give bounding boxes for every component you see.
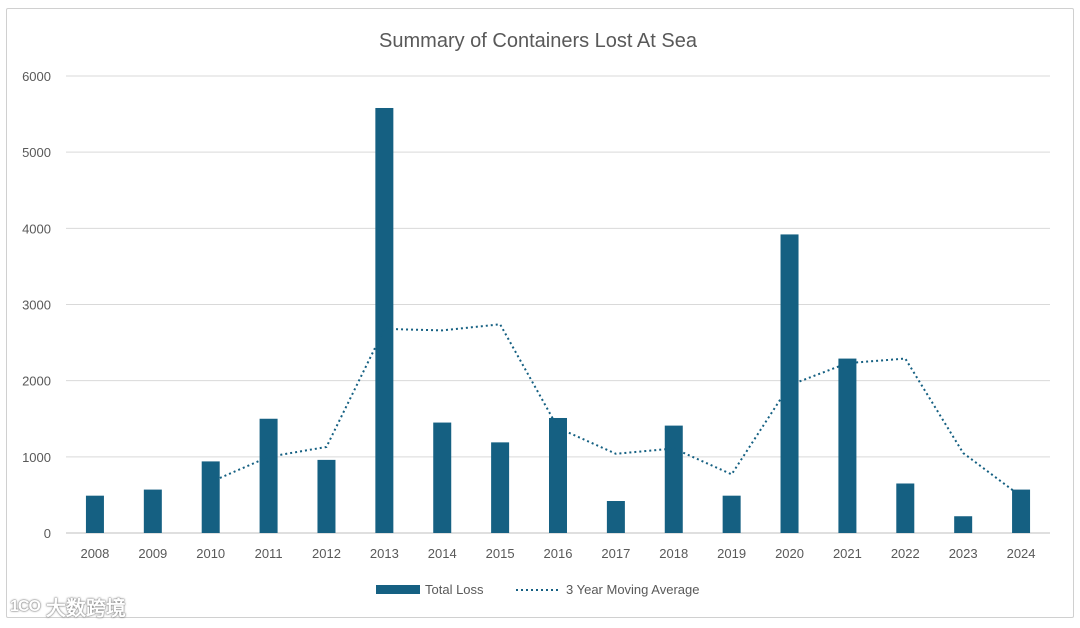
bar	[722, 495, 741, 533]
x-tick-label: 2023	[949, 546, 978, 561]
x-tick-label: 2022	[891, 546, 920, 561]
bar	[838, 358, 857, 533]
bar	[896, 483, 915, 533]
chart-title: Summary of Containers Lost At Sea	[379, 30, 698, 52]
y-tick-label: 4000	[22, 221, 51, 236]
y-tick-label: 1000	[22, 450, 51, 465]
x-tick-label: 2020	[775, 546, 804, 561]
bar	[317, 459, 336, 533]
legend-label-total-loss: Total Loss	[425, 582, 484, 597]
bar	[201, 461, 220, 533]
x-tick-label: 2024	[1007, 546, 1036, 561]
y-tick-label: 5000	[22, 145, 51, 160]
chart-frame	[6, 8, 1074, 618]
watermark-logo-icon: 1CO	[10, 597, 41, 615]
bar	[549, 417, 567, 533]
bar	[491, 442, 510, 533]
x-tick-label: 2012	[312, 546, 341, 561]
x-tick-label: 2010	[196, 546, 225, 561]
watermark: 1CO 大数跨境	[10, 592, 126, 621]
bar	[433, 422, 452, 533]
bar	[780, 234, 799, 533]
x-tick-label: 2008	[80, 546, 109, 561]
x-tick-label: 2021	[833, 546, 862, 561]
bar	[143, 489, 162, 533]
x-tick-label: 2009	[138, 546, 167, 561]
x-tick-label: 2015	[486, 546, 515, 561]
bar	[954, 516, 973, 533]
x-tick-label: 2016	[544, 546, 573, 561]
x-tick-label: 2019	[717, 546, 746, 561]
moving-average-line	[210, 323, 1022, 498]
legend-label-moving-average: 3 Year Moving Average	[566, 582, 699, 597]
y-tick-label: 2000	[22, 374, 51, 389]
watermark-text: 大数跨境	[45, 598, 126, 620]
y-tick-label: 3000	[22, 298, 51, 313]
x-axis: 2008 2009 2010 2011 2012 2013 2014 2015 2016 2017…	[80, 546, 1035, 561]
bar	[664, 425, 683, 533]
bar-series	[85, 107, 1031, 534]
bar	[259, 418, 278, 533]
x-tick-label: 2017	[601, 546, 630, 561]
x-tick-label: 2013	[370, 546, 399, 561]
y-tick-label: 6000	[22, 69, 51, 84]
bar	[85, 495, 104, 533]
y-tick-label: 0	[44, 526, 51, 541]
legend-swatch-total-loss	[376, 585, 420, 594]
y-axis: 0 1000 2000 3000 4000 5000 6000	[22, 69, 51, 541]
bar	[606, 501, 625, 533]
x-tick-label: 2011	[255, 546, 283, 561]
grid-layer	[66, 75, 1050, 534]
x-tick-label: 2014	[428, 546, 457, 561]
x-tick-label: 2018	[659, 546, 688, 561]
bar	[375, 107, 394, 534]
bar	[1012, 489, 1031, 533]
moving-average-series	[210, 323, 1022, 498]
legend: Total Loss 3 Year Moving Average	[376, 582, 699, 597]
